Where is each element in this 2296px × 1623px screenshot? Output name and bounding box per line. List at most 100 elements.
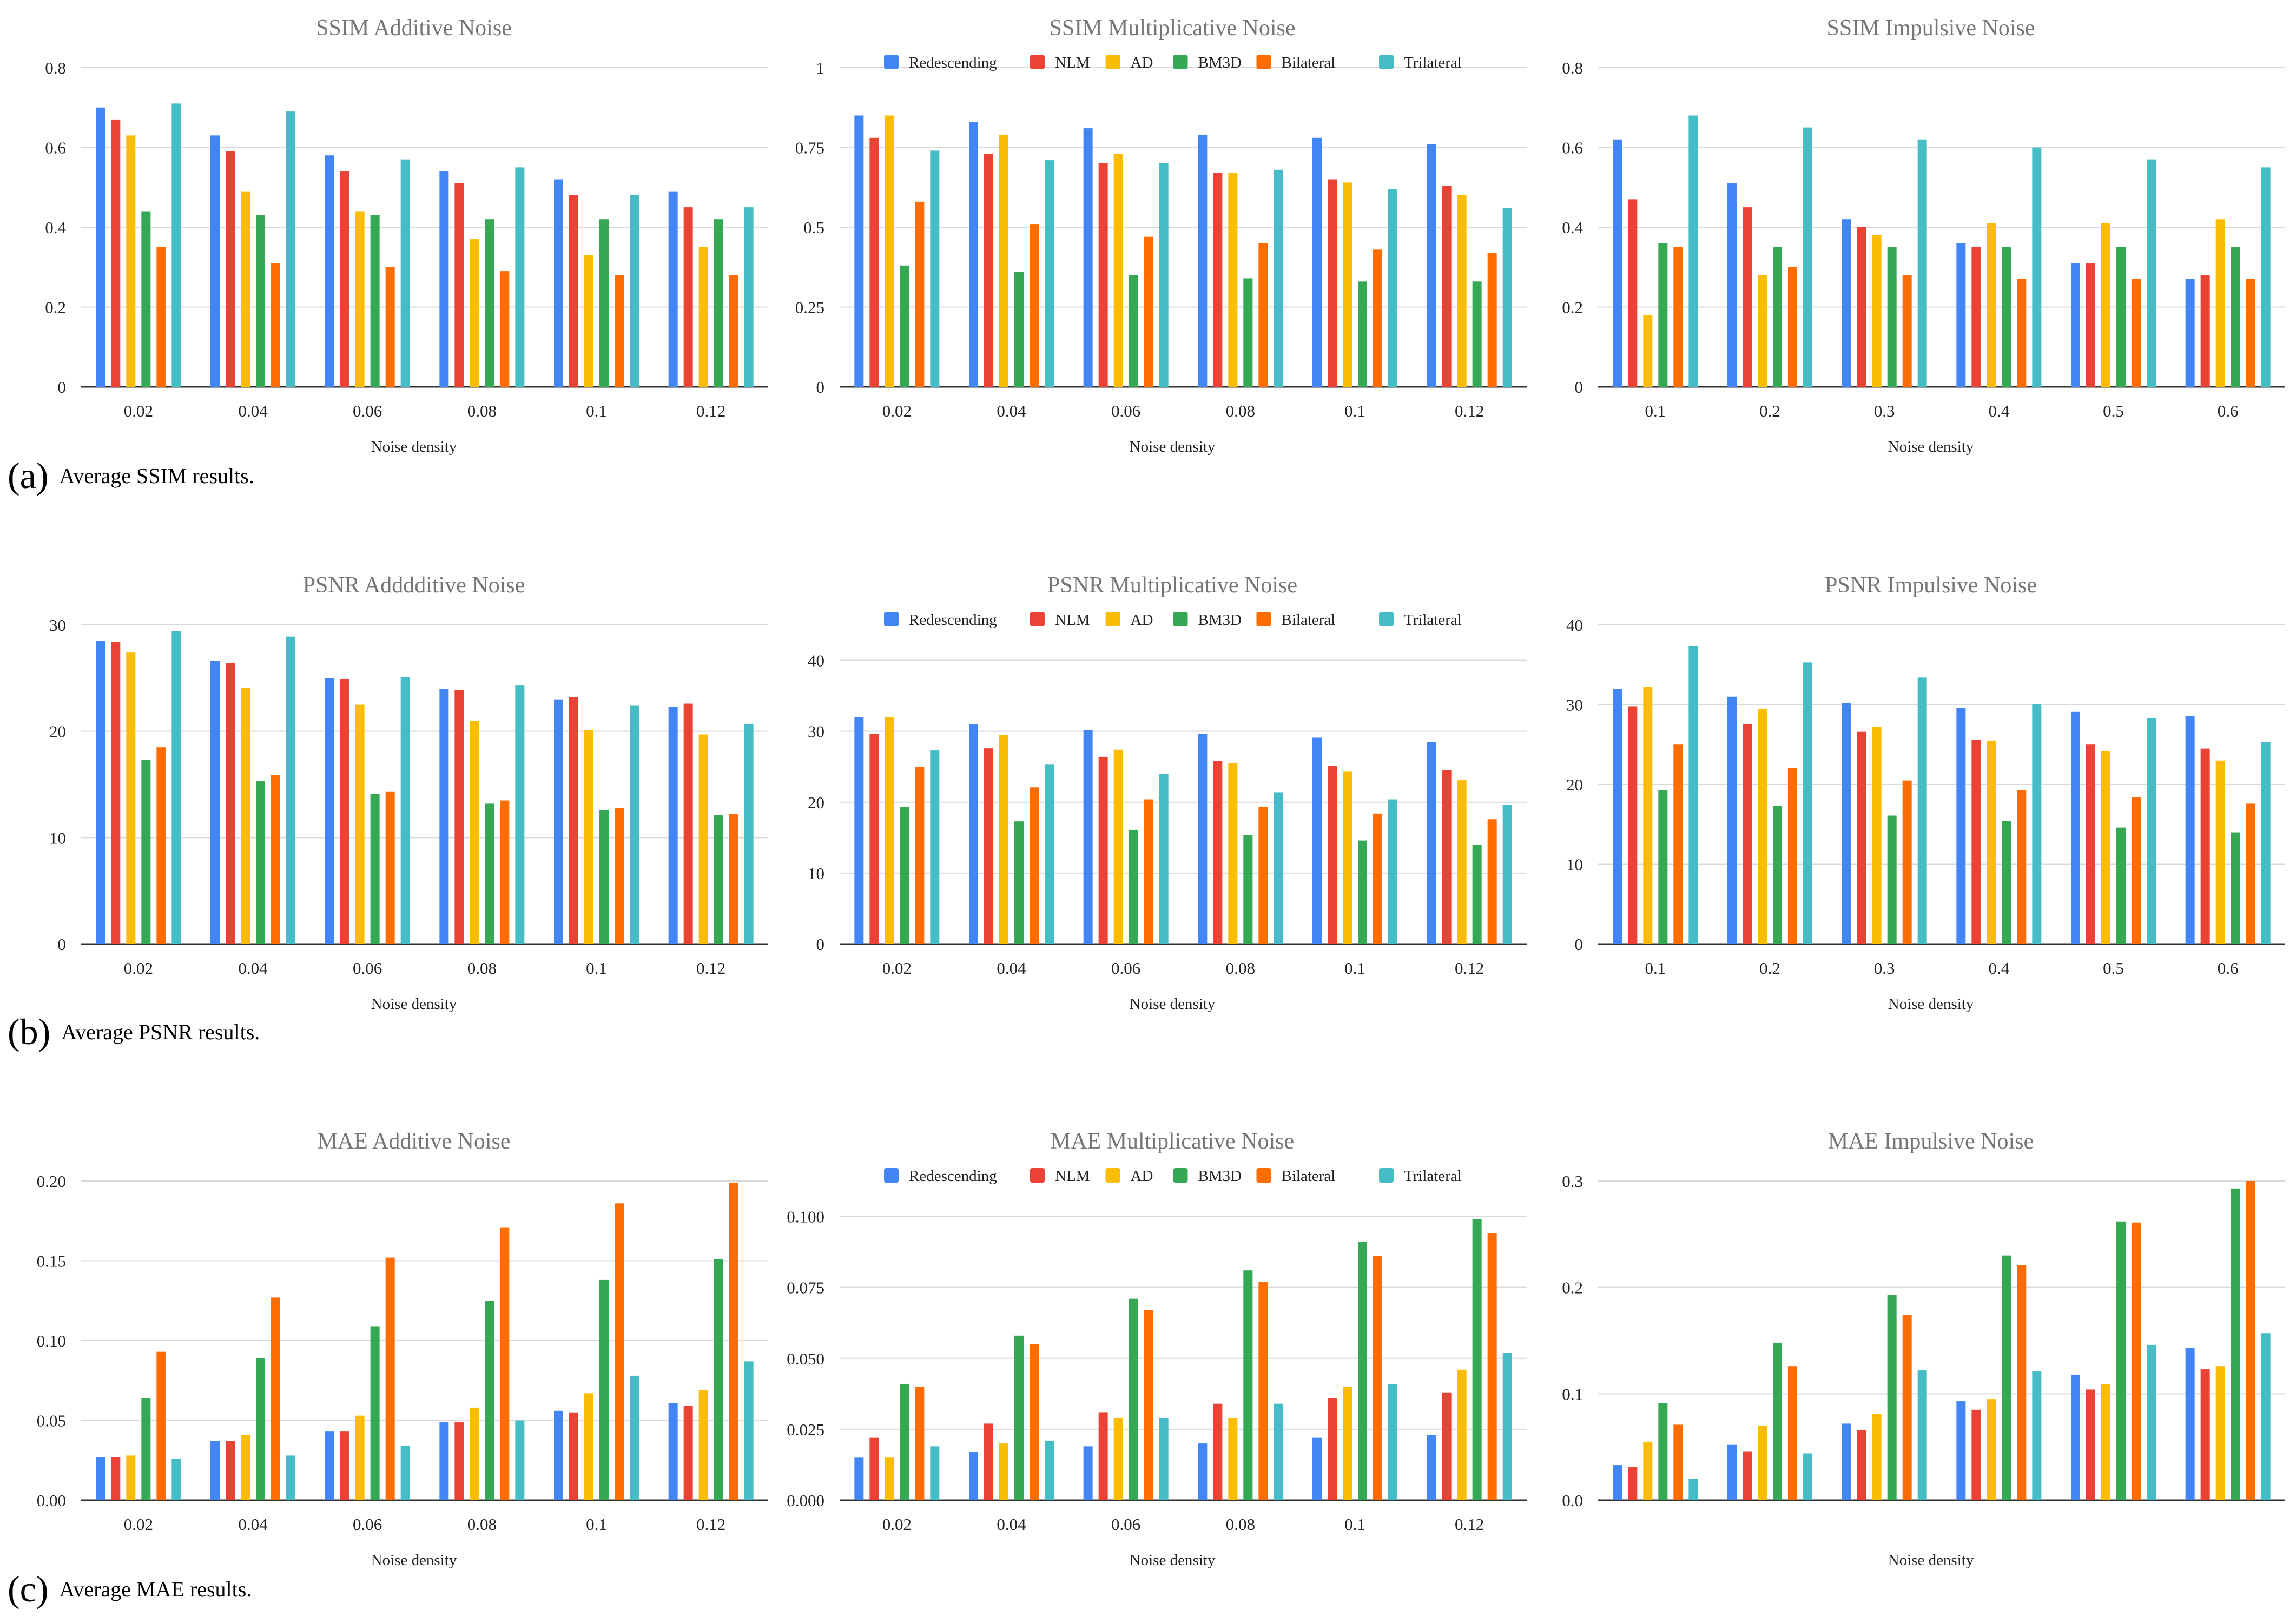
bar-trilateral [744,1361,754,1500]
bar-redescending [1842,703,1851,944]
bar-nlm [340,679,349,944]
bar-bilateral [1902,1315,1912,1500]
bar-trilateral [400,677,410,944]
legend-label-nlm: NLM [1055,1167,1090,1185]
gridlines [81,67,768,308]
bar-bm3d [1887,247,1897,387]
y-tick-label: 0.100 [787,1208,824,1226]
chart-title: MAE Impulsive Noise [1828,1129,2034,1154]
x-tick-label: 0.6 [2218,959,2239,978]
bar-redescending [854,115,864,387]
bar-ad [2215,1366,2225,1500]
bars [96,1182,754,1500]
bar-bm3d [1243,835,1253,944]
y-tick-label: 0.3 [1562,1172,1583,1191]
bar-ad [1987,740,1996,944]
x-tick-label: 0.12 [1455,401,1484,420]
x-axis: 0.02 0.04 0.06 0.08 0.1 0.12 [124,959,726,978]
bar-bilateral [1258,1282,1268,1500]
bar-nlm [2086,1389,2095,1500]
legend-label-redescending: Redescending [909,1167,997,1185]
bar-bilateral [156,1351,166,1500]
bar-bm3d [2116,827,2126,944]
y-tick-label: 10 [1566,855,1583,874]
chart-title: SSIM Impulsive Noise [1826,16,2035,41]
bar-bm3d [370,1326,380,1500]
bar-trilateral [1688,115,1698,387]
y-tick-label: 0.4 [45,218,66,237]
bar-trilateral [630,705,639,944]
bar-ad [1343,771,1352,944]
bar-ad [1987,223,1996,387]
legend-label-bm3d: BM3D [1198,1167,1242,1185]
y-axis: 0 10 20 30 40 [808,651,824,954]
x-tick-label: 0.12 [696,1515,725,1534]
legend-label-redescending: Redescending [909,611,997,629]
bar-redescending [439,171,449,387]
bar-bm3d [2002,821,2011,944]
bar-nlm [1098,1412,1108,1500]
bar-ad [1457,1369,1467,1500]
bar-bilateral [2017,1265,2027,1500]
bar-bm3d [141,1398,151,1500]
bar-ad [2101,751,2110,944]
y-tick-label: 0.075 [787,1278,824,1297]
legend: Redescending NLM AD BM3D Bilateral Trilateral [884,1167,1462,1185]
bar-ad [470,721,479,944]
bar-redescending [325,155,334,387]
bar-nlm [111,119,121,387]
bar-ad [1343,1387,1352,1500]
gridlines [1598,624,2285,865]
x-tick-label: 0.02 [124,401,153,420]
bar-nlm [2200,1369,2210,1500]
bar-ad [1872,727,1882,944]
bar-redescending [554,1410,563,1500]
bar-bilateral [1673,247,1683,387]
bar-trilateral [1274,1403,1283,1500]
bar-ad [1457,780,1467,944]
bar-ad [1457,195,1467,387]
bar-bm3d [2116,247,2126,387]
bar-bm3d [1887,815,1897,944]
bar-nlm [1328,179,1337,387]
legend: Redescending NLM AD BM3D Bilateral Trilateral [884,611,1462,629]
bar-trilateral [1688,646,1698,944]
x-tick-label: 0.1 [1344,401,1365,420]
y-tick-label: 0.025 [787,1420,824,1439]
bar-bm3d [1358,840,1367,944]
bar-bm3d [1358,1242,1367,1500]
y-tick-label: 0 [58,935,67,954]
legend-swatch-nlm [1030,612,1045,626]
bar-trilateral [1159,1417,1169,1500]
bar-trilateral [1159,163,1169,387]
bar-bilateral [1373,1256,1382,1500]
bar-redescending [1083,730,1093,944]
bar-ad [698,1390,708,1500]
x-axis-label: Noise density [1130,1552,1216,1569]
bar-redescending [668,707,678,944]
bar-trilateral [1045,764,1054,944]
bar-trilateral [171,103,181,387]
legend-swatch-trilateral [1379,55,1394,69]
bar-bm3d [370,215,380,387]
bar-redescending [854,1457,864,1500]
bar-ad [885,1457,894,1500]
bar-redescending [1956,1401,1966,1500]
x-tick-label: 0.1 [1344,1515,1365,1534]
bar-bilateral [1144,799,1153,944]
bar-bm3d [1129,275,1138,387]
x-tick-label: 0.3 [1874,959,1895,978]
bar-ad [2215,219,2225,387]
chart-title: SSIM Additive Noise [316,16,512,41]
bar-bilateral [385,791,395,944]
y-tick-label: 20 [1566,775,1583,794]
legend-label-trilateral: Trilateral [1404,611,1462,629]
bar-bm3d [256,1358,265,1500]
bar-trilateral [1159,774,1169,944]
bar-trilateral [286,1455,295,1500]
x-axis-label: Noise density [1130,995,1216,1013]
bar-bm3d [141,211,151,387]
bar-bilateral [2246,279,2255,387]
bar-nlm [226,151,235,387]
